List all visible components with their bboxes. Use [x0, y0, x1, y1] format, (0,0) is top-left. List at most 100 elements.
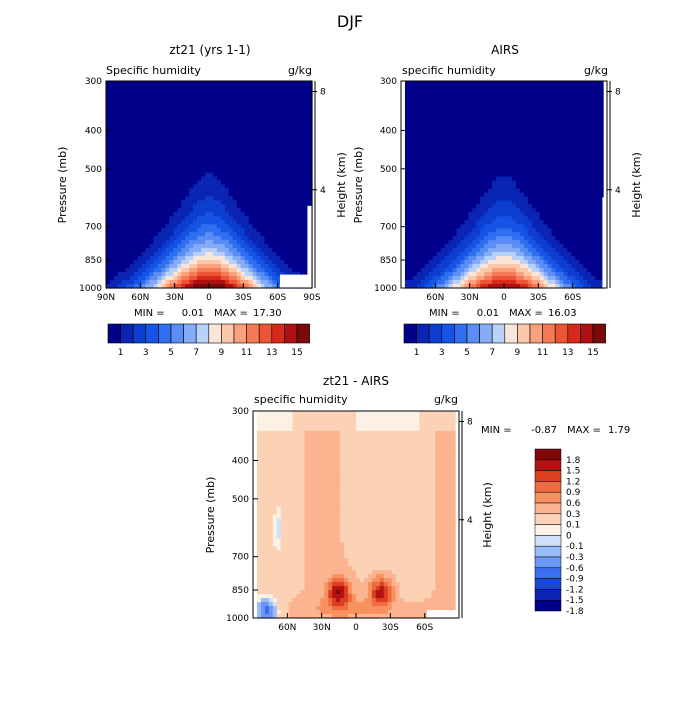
panel-model-cell	[189, 192, 194, 197]
panel-model-cell	[233, 133, 238, 138]
panel-obs-cell	[563, 204, 568, 209]
panel-model-xtick-label: 60S	[269, 293, 286, 303]
panel-obs-cell	[583, 101, 588, 106]
panel-model-cell	[237, 185, 242, 190]
panel-model-cell	[181, 105, 186, 110]
panel-model-cell	[185, 181, 190, 186]
panel-model-cell	[257, 232, 262, 237]
panel-model-cell	[185, 105, 190, 110]
panel-model-cell	[138, 97, 143, 102]
panel-model-cell	[142, 133, 147, 138]
panel-obs-cell	[524, 169, 529, 174]
panel-obs-cell	[556, 97, 561, 102]
panel-model-cell	[154, 268, 159, 273]
panel-obs-cell	[417, 117, 422, 122]
panel-model-cell	[146, 85, 151, 90]
panel-model-cell	[209, 141, 214, 146]
panel-obs-cell	[571, 244, 576, 249]
panel-obs-cell	[417, 188, 422, 193]
panel-model-cell	[268, 232, 273, 237]
panel-obs-cell	[536, 89, 541, 94]
panel-model-cell	[169, 188, 174, 193]
panel-model-cell	[233, 173, 238, 178]
panel-model-cell	[217, 212, 222, 217]
panel-model-cell	[181, 101, 186, 106]
panel-model-cell	[169, 228, 174, 233]
panel-obs-cell	[591, 125, 596, 130]
panel-obs-cell	[571, 181, 576, 186]
panel-model-cell	[205, 109, 210, 114]
panel-obs-cell	[552, 137, 557, 142]
panel-model-cell	[185, 232, 190, 237]
panel-model-cell	[193, 204, 198, 209]
panel-model-cell	[264, 200, 269, 205]
panel-obs-cell	[556, 161, 561, 166]
panel-obs-cell	[559, 224, 564, 229]
panel-obs-cell	[500, 145, 505, 150]
panel-model-cell	[134, 157, 139, 162]
panel-model-cell	[130, 244, 135, 249]
panel-model-cell	[249, 280, 254, 285]
panel-obs-cell	[571, 157, 576, 162]
panel-obs-cell	[567, 125, 572, 130]
panel-model-cell	[264, 220, 269, 225]
panel-model-cell	[169, 157, 174, 162]
panel-obs-cell	[441, 97, 446, 102]
panel-obs-cell	[587, 141, 592, 146]
panel-obs-cell	[484, 232, 489, 237]
panel-model-cell	[158, 177, 163, 182]
panel-obs-cell	[456, 121, 461, 126]
panel-model-cell	[142, 188, 147, 193]
panel-model-cell	[257, 89, 262, 94]
panel-obs-cell	[591, 93, 596, 98]
panel-model-cell	[237, 200, 242, 205]
panel-model-cell	[249, 93, 254, 98]
panel-obs-cell	[556, 216, 561, 221]
panel-model-cell	[245, 173, 250, 178]
panel-obs-cell	[563, 173, 568, 178]
panel-model-cell	[300, 81, 305, 86]
panel-obs-cell	[488, 161, 493, 166]
panel-obs-cell	[441, 89, 446, 94]
panel-model-cell	[229, 93, 234, 98]
panel-model-cell	[110, 97, 115, 102]
panel-model-cell	[268, 141, 273, 146]
panel-obs-cell	[437, 85, 442, 90]
panel-model-cell	[276, 208, 281, 213]
panel-obs-cell	[559, 89, 564, 94]
panel-model-cell	[257, 125, 262, 130]
panel-model-cell	[276, 157, 281, 162]
panel-obs-cell	[500, 224, 505, 229]
panel-model-cell	[272, 212, 277, 217]
panel-obs-cell	[563, 157, 568, 162]
panel-model-cell	[122, 208, 127, 213]
panel-model-cell	[288, 173, 293, 178]
panel-model-cell	[173, 145, 178, 150]
panel-obs-cell	[544, 248, 549, 253]
panel-model-cell	[276, 244, 281, 249]
panel-obs-cell	[536, 93, 541, 98]
panel-obs-cell	[417, 109, 422, 114]
panel-obs-cell	[508, 165, 513, 170]
panel-model-cell	[276, 196, 281, 201]
panel-obs-cell	[421, 256, 426, 261]
panel-obs-cell	[441, 236, 446, 241]
panel-model-cell	[193, 97, 198, 102]
panel-obs-cell	[540, 208, 545, 213]
panel-model-cell	[173, 260, 178, 265]
panel-model-cell	[106, 109, 111, 114]
panel-obs-cell	[421, 133, 426, 138]
panel-model-cell	[268, 244, 273, 249]
panel-model-cell	[229, 121, 234, 126]
panel-model-cell	[272, 133, 277, 138]
panel-model-cell	[245, 109, 250, 114]
panel-obs-cell	[488, 177, 493, 182]
panel-model-cell	[280, 236, 285, 241]
panel-model-cell	[245, 280, 250, 285]
panel-obs-cell	[413, 137, 418, 142]
panel-obs-cell	[516, 109, 521, 114]
panel-model-cell	[284, 161, 289, 166]
panel-obs-cell	[405, 105, 410, 110]
panel-model-ytick-label: 400	[85, 126, 102, 136]
panel-model-cell	[237, 228, 242, 233]
